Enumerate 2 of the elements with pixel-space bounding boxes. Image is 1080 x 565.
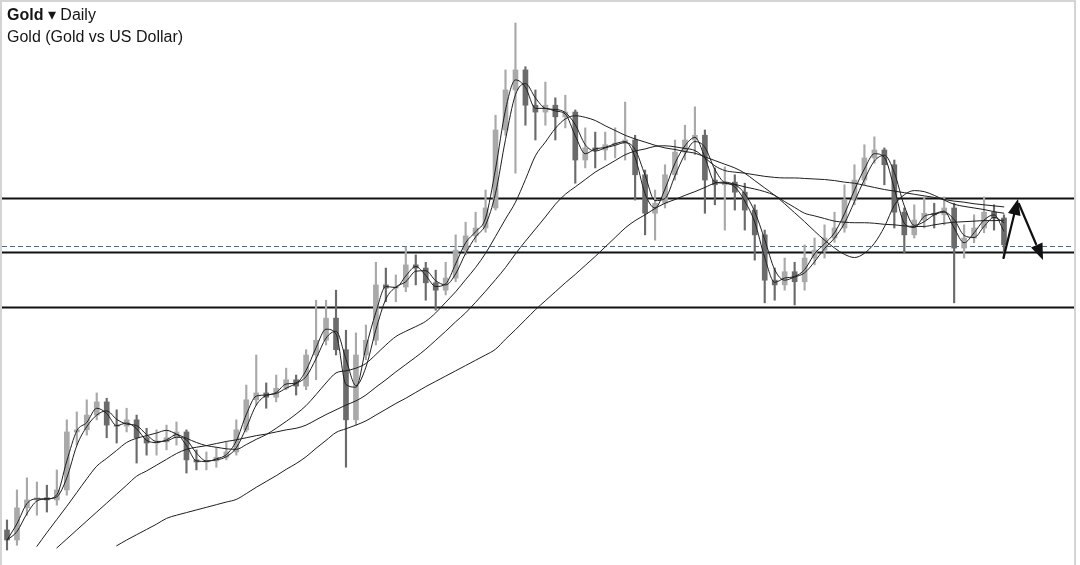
- chart-subtitle: Gold (Gold vs US Dollar): [7, 27, 184, 46]
- chart-title: Gold ▾ Daily: [7, 6, 96, 23]
